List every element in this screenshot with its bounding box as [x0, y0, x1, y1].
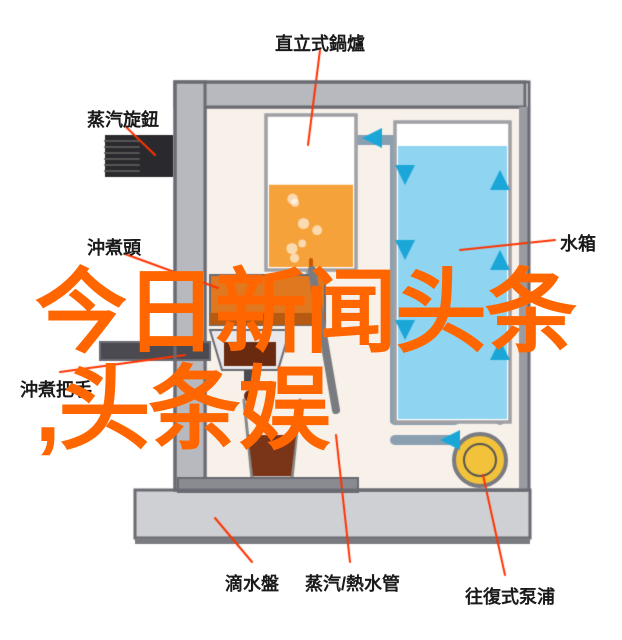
label-boiler: 直立式鍋爐	[275, 30, 365, 56]
label-portafilter: 沖煮把手	[20, 376, 92, 402]
label-water-tank: 水箱	[560, 230, 596, 256]
label-pump: 往復式泵浦	[465, 583, 555, 609]
label-drip-tray: 滴水盤	[225, 570, 279, 596]
label-brew-head: 沖煮頭	[87, 234, 141, 260]
label-steam-knob: 蒸汽旋鈕	[87, 106, 159, 132]
label-steam-pipe: 蒸汽/熱水管	[305, 570, 400, 596]
diagram-canvas	[0, 0, 622, 640]
